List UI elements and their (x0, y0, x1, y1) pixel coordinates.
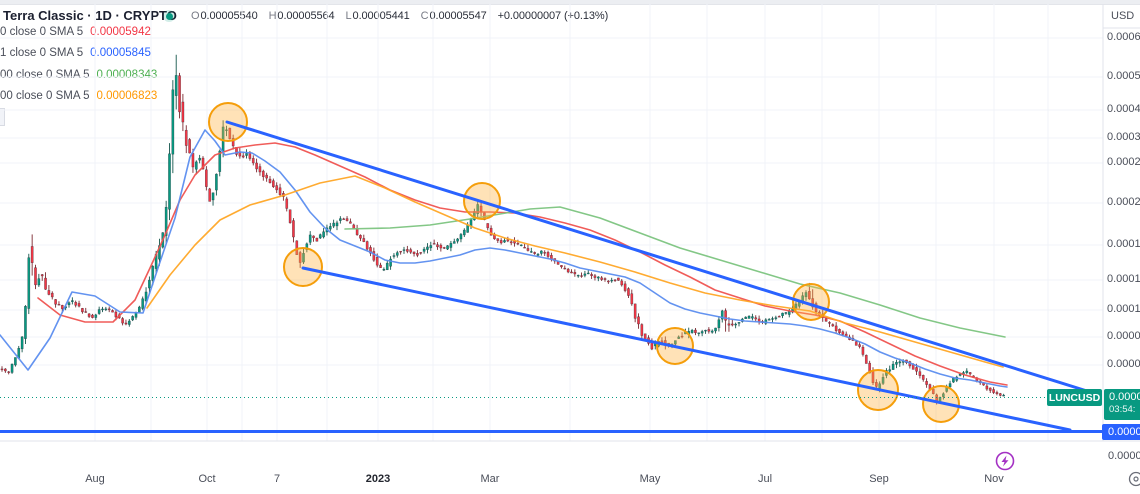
time-axis-label[interactable]: Oct (198, 473, 216, 485)
time-axis-label[interactable]: May (639, 473, 661, 485)
high-label: H (268, 10, 277, 22)
legend-label: 0 close 0 SMA 5 (0, 26, 84, 38)
candle-series (0, 54, 1005, 405)
legend-value: 0.00005942 (90, 26, 151, 38)
price-axis-label[interactable]: 0.0006 (1107, 31, 1140, 43)
left-edge-widget[interactable] (0, 108, 5, 126)
last-price-value: 0.0000 (1109, 390, 1140, 403)
upper-channel-line[interactable] (225, 120, 1089, 393)
legend-value: 0.00008343 (96, 69, 158, 81)
legend-value: 0.00006823 (96, 90, 158, 102)
legend-row-sma-blue[interactable]: 1 close 0 SMA 5 0.00005845 (0, 47, 151, 59)
price-axis-label[interactable]: 0.0001 (1107, 303, 1140, 315)
sma-green[interactable] (344, 206, 1006, 338)
time-axis-label[interactable]: Jul (757, 473, 773, 485)
ohlc-readout: O0.00005540 H0.00005564 L0.00005441 C0.0… (191, 10, 608, 22)
sma-blue[interactable] (0, 129, 1008, 388)
high-value: 0.00005564 (277, 10, 335, 22)
lower-channel-line[interactable] (301, 266, 1072, 432)
open-value: 0.00005540 (200, 10, 258, 22)
change-value: +0.00000007 (+0.13%) (497, 10, 609, 22)
bar-countdown: 03:54: (1109, 403, 1136, 415)
legend-value: 0.00005845 (90, 47, 151, 59)
corner-settings-icon[interactable] (1126, 469, 1140, 489)
price-axis-label[interactable]: 0.0001 (1107, 238, 1140, 250)
time-axis-label[interactable]: Mar (480, 473, 500, 485)
legend-label: 00 close 0 SMA 5 (0, 90, 90, 102)
price-axis-label[interactable]: 0.0002 (1107, 156, 1140, 168)
close-label: C (420, 10, 429, 22)
legend-row-sma-red[interactable]: 0 close 0 SMA 5 0.00005942 (0, 26, 151, 38)
price-axis-label[interactable]: 0.0003 (1107, 131, 1140, 143)
legend-row-sma-green[interactable]: 00 close 0 SMA 5 0.00008343 (0, 69, 157, 81)
close-value: 0.00005547 (429, 10, 487, 22)
legend-label: 00 close 0 SMA 5 (0, 69, 90, 81)
time-axis-label[interactable]: 7 (273, 473, 281, 485)
open-label: O (191, 10, 200, 22)
ellipse-drawing[interactable] (792, 283, 830, 321)
price-axis-label[interactable]: 0.0000 (1107, 358, 1140, 370)
price-axis-label[interactable]: 0.0000 (1107, 330, 1140, 342)
legend-row-sma-orange[interactable]: 00 close 0 SMA 5 0.00006823 (0, 90, 157, 102)
sma-orange[interactable] (146, 175, 1004, 368)
symbol-title[interactable]: Terra Classic · 1D · CRYPTO (3, 8, 177, 23)
low-label: L (345, 10, 352, 22)
axis-corner-price-label: 0.0000 (1108, 450, 1140, 462)
legend-label: 1 close 0 SMA 5 (0, 47, 84, 59)
price-axis-label[interactable]: 0.0005 (1107, 70, 1140, 82)
time-axis-label[interactable]: Nov (984, 473, 1004, 485)
market-status-icon[interactable] (163, 10, 175, 22)
lightning-icon[interactable] (994, 450, 1018, 474)
symbol-price-tag: 0.0000 03:54: (1104, 389, 1140, 420)
time-axis-label[interactable]: Sep (869, 473, 889, 485)
time-axis-label[interactable]: Aug (85, 473, 105, 485)
price-axis-label[interactable]: 0.0004 (1107, 103, 1140, 115)
drawing-price-tag: 0.0000 (1102, 424, 1140, 440)
price-axis-label[interactable]: 0.0002 (1107, 196, 1140, 208)
low-value: 0.00005441 (352, 10, 410, 22)
time-axis-label-year[interactable]: 2023 (365, 473, 391, 485)
price-axis-currency[interactable]: USD (1111, 10, 1135, 22)
price-axis-label[interactable]: 0.0001 (1107, 273, 1140, 285)
symbol-price-tag-name: LUNCUSD (1047, 389, 1102, 406)
